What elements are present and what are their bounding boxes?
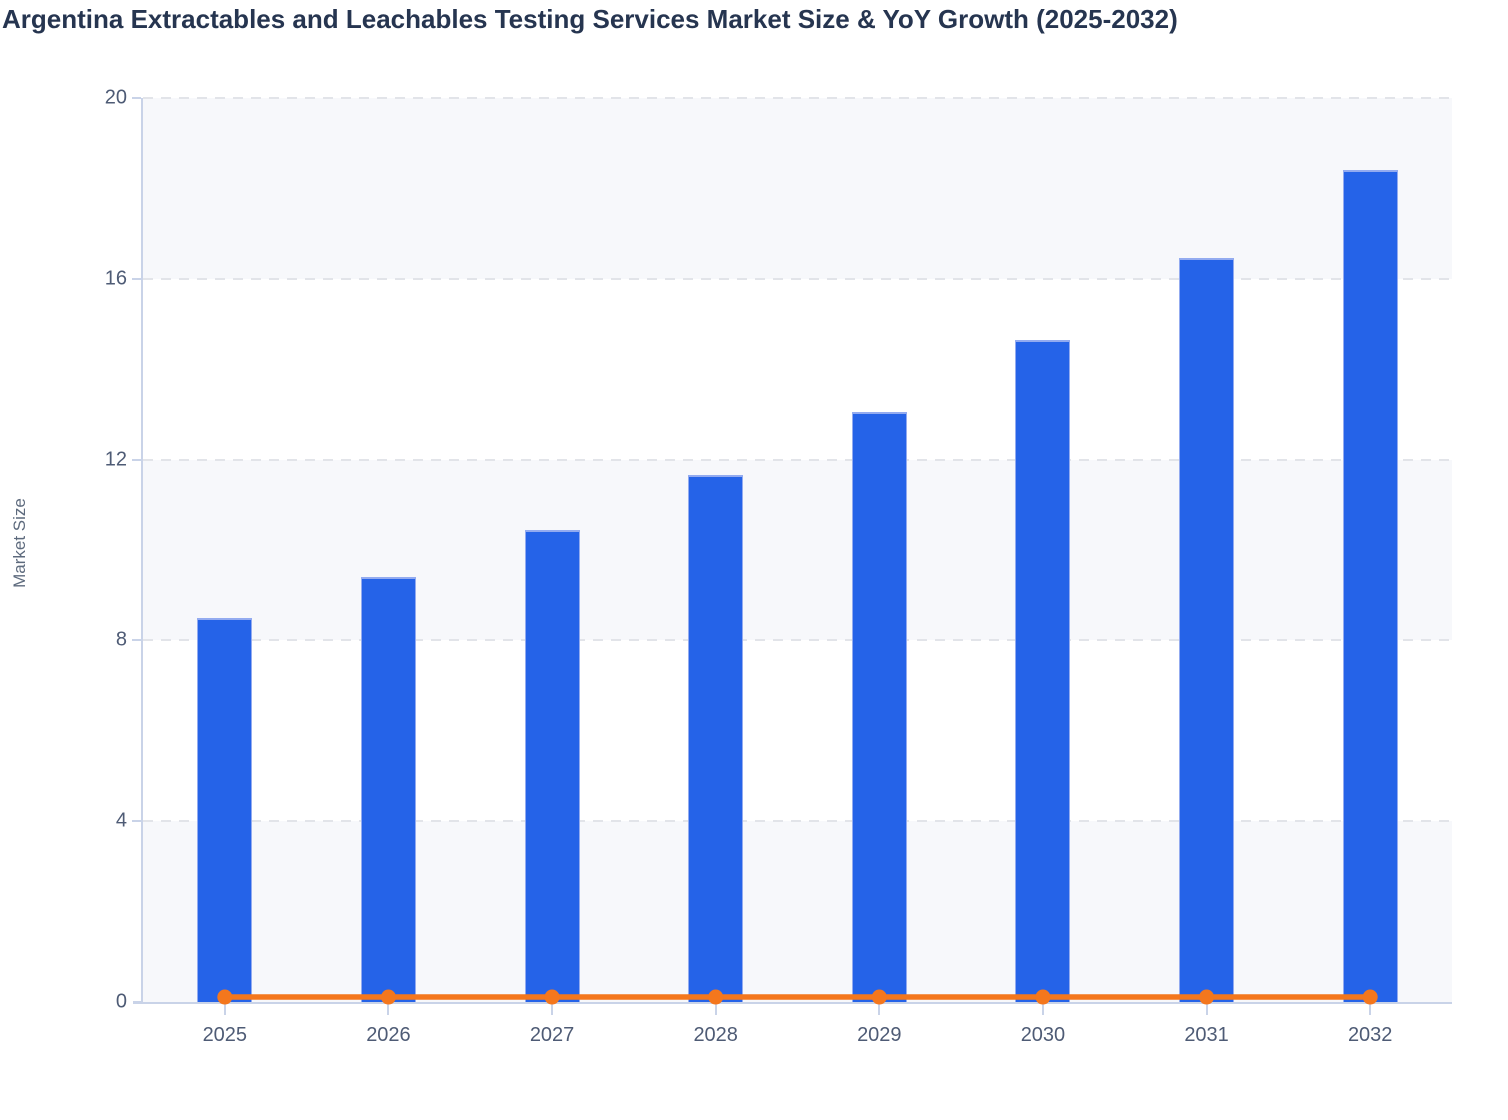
y-tick-label-12: 12 xyxy=(104,448,127,471)
yoy-marker-2025[interactable] xyxy=(217,989,233,1005)
y-axis-tick-8 xyxy=(132,639,141,642)
y-axis-line xyxy=(141,98,143,1002)
x-axis-tick-2027 xyxy=(551,1004,554,1015)
x-tick-label-2031: 2031 xyxy=(1184,1024,1229,1046)
yoy-marker-2026[interactable] xyxy=(380,989,396,1005)
x-tick-label-2025: 2025 xyxy=(202,1024,248,1046)
yoy-marker-2032[interactable] xyxy=(1362,989,1378,1005)
y-axis-tick-20 xyxy=(132,97,141,99)
x-axis-tick-2028 xyxy=(714,1004,717,1015)
bar-2030[interactable] xyxy=(1015,339,1071,1002)
x-tick-label-2029: 2029 xyxy=(857,1024,902,1046)
bar-2027[interactable] xyxy=(524,529,580,1002)
bar-2029[interactable] xyxy=(851,412,907,1002)
gridline-12 xyxy=(143,458,1452,461)
yoy-marker-2028[interactable] xyxy=(708,989,724,1005)
x-tick-label-2030: 2030 xyxy=(1020,1024,1066,1046)
x-axis-tick-2029 xyxy=(878,1004,881,1015)
y-axis-tick-16 xyxy=(132,277,141,280)
bar-2031[interactable] xyxy=(1179,258,1235,1002)
plot-band xyxy=(143,98,1452,279)
x-tick-label-2032: 2032 xyxy=(1347,1024,1393,1046)
x-axis-line xyxy=(133,1001,1452,1004)
bar-2032[interactable] xyxy=(1342,170,1398,1002)
bar-2028[interactable] xyxy=(688,475,744,1002)
y-tick-label-0: 0 xyxy=(115,990,127,1013)
bar-2025[interactable] xyxy=(197,617,253,1002)
x-axis-tick-2031 xyxy=(1205,1004,1208,1015)
y-axis-tick-12 xyxy=(132,458,141,461)
x-axis-tick-2030 xyxy=(1041,1004,1044,1015)
y-tick-label-16: 16 xyxy=(104,267,127,290)
bar-2026[interactable] xyxy=(360,577,416,1002)
gridline-20 xyxy=(143,97,1452,99)
x-tick-label-2028: 2028 xyxy=(693,1024,738,1046)
plot-area: 0 4 8 12 16 20 2025 2026 2027 2028 2029 2030 2031 203… xyxy=(105,87,1452,1046)
y-tick-label-4: 4 xyxy=(115,809,127,832)
x-tick-label-2027: 2027 xyxy=(529,1024,575,1046)
x-tick-label-2026: 2026 xyxy=(366,1024,411,1046)
yoy-marker-2031[interactable] xyxy=(1199,989,1215,1005)
chart-title: Argentina Extractables and Leachables Te… xyxy=(2,4,1178,34)
yoy-growth-series xyxy=(217,989,1378,1005)
y-axis-title: Market Size xyxy=(10,498,29,588)
y-tick-label-8: 8 xyxy=(115,628,127,651)
gridline-8 xyxy=(143,639,1452,642)
x-axis-tick-2032 xyxy=(1369,1004,1372,1015)
x-axis-tick-2026 xyxy=(387,1004,390,1015)
gridline-4 xyxy=(143,820,1452,823)
yoy-marker-2027[interactable] xyxy=(544,989,560,1005)
x-axis-tick-2025 xyxy=(223,1004,226,1015)
yoy-marker-2030[interactable] xyxy=(1035,989,1051,1005)
yoy-marker-2029[interactable] xyxy=(871,989,887,1005)
gridline-16 xyxy=(143,277,1452,280)
y-axis-tick-4 xyxy=(132,820,141,823)
y-tick-label-20: 20 xyxy=(104,86,127,109)
